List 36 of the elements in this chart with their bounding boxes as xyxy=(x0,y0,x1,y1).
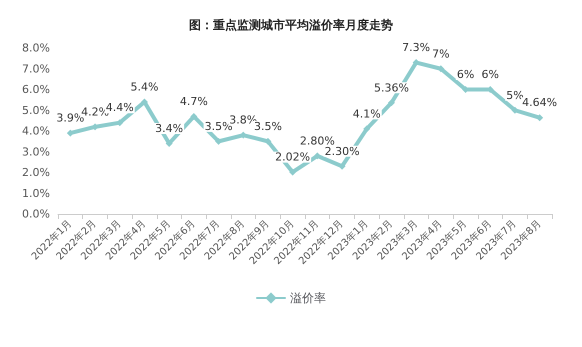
point xyxy=(338,162,346,170)
y-tick-label: 6.0% xyxy=(22,83,50,96)
data-label: 3.4% xyxy=(155,122,184,135)
point xyxy=(511,106,518,114)
data-label: 2.80% xyxy=(300,134,335,148)
data-label: 4.7% xyxy=(180,94,208,108)
y-tick-label: 2.0% xyxy=(22,166,50,179)
data-label: 3.5% xyxy=(254,120,282,133)
y-tick-label: 0.0% xyxy=(22,208,50,220)
data-label: 3.5% xyxy=(204,120,233,133)
y-tick-label: 3.0% xyxy=(22,145,50,158)
data-label: 6% xyxy=(456,68,474,81)
data-label: 2.30% xyxy=(324,144,360,158)
y-tick-label: 8.0% xyxy=(22,42,50,54)
legend-label: 溢价率 xyxy=(290,291,326,305)
point xyxy=(314,152,321,160)
point xyxy=(190,112,198,120)
data-label: 4.4% xyxy=(106,101,134,114)
point xyxy=(363,125,370,132)
chart-title: 图：重点监测城市平均溢价率月度走势 xyxy=(189,18,393,32)
data-label: 6% xyxy=(482,68,499,81)
point xyxy=(289,168,296,176)
y-tick-label: 5.0% xyxy=(22,104,50,117)
y-tick-label: 4.0% xyxy=(22,124,50,138)
point xyxy=(140,98,148,106)
point xyxy=(388,99,395,106)
data-label: 4.1% xyxy=(352,107,381,120)
data-label: 7.3% xyxy=(402,41,430,54)
data-label: 7% xyxy=(432,47,450,60)
data-label: 2.02% xyxy=(275,150,310,164)
data-label: 4.64% xyxy=(522,96,558,110)
data-label: 5% xyxy=(506,88,524,102)
y-tick-label: 1.0% xyxy=(22,186,50,200)
data-label: 5.36% xyxy=(374,81,409,94)
y-tick-label: 7.0% xyxy=(22,62,50,76)
data-label: 5.4% xyxy=(130,80,158,94)
